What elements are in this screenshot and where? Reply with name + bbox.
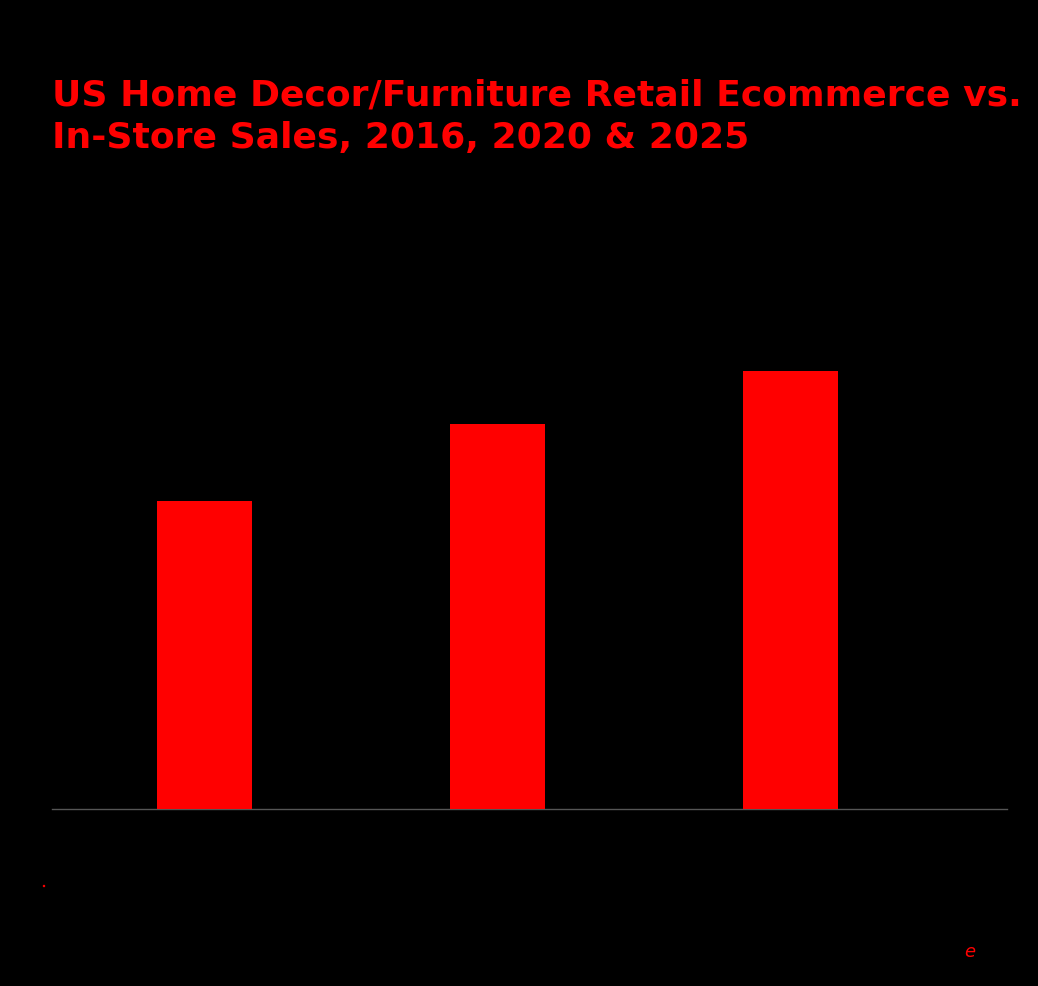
Bar: [742, 371, 838, 809]
Text: e: e: [964, 944, 976, 961]
Bar: [157, 501, 252, 809]
Bar: [449, 424, 545, 809]
Text: US Home Decor/Furniture Retail Ecommerce vs.
In-Store Sales, 2016, 2020 & 2025: US Home Decor/Furniture Retail Ecommerce…: [52, 79, 1021, 155]
Legend: : [43, 884, 46, 886]
